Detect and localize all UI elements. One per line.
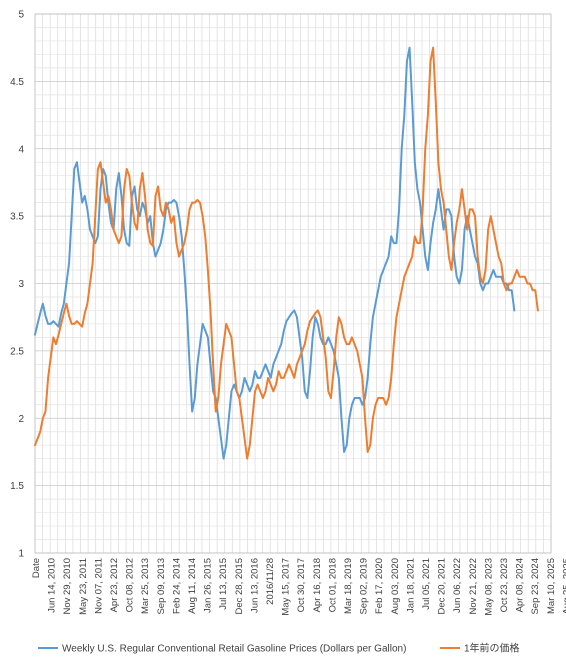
x-tick-label: Date <box>31 558 42 578</box>
x-tick-label: Nov 29, 2010 <box>62 558 73 615</box>
x-tick-label: Jun 14, 2010 <box>47 558 58 613</box>
legend: Weekly U.S. Regular Conventional Retail … <box>38 642 520 655</box>
series-line-2 <box>34 46 539 460</box>
legend-label-series-1: Weekly U.S. Regular Conventional Retail … <box>62 644 406 655</box>
x-tick-label: Oct 01, 2018 <box>327 558 338 612</box>
y-tick-label: 1.5 <box>10 481 24 492</box>
x-tick-label: Jul 13, 2015 <box>218 558 229 610</box>
plot-area-border <box>34 13 552 554</box>
x-tick-label: Feb 17, 2020 <box>374 558 385 614</box>
y-tick-label: 3.5 <box>10 212 24 223</box>
gridlines <box>34 13 552 554</box>
axes: 1 1.5 2 2.5 3 3.5 4 4.5 5 Date Jun 14, 2010 Nov 29,… <box>10 10 566 616</box>
x-tick-label: Sep 23, 2024 <box>530 558 541 615</box>
y-tick-label: 4.5 <box>10 77 24 88</box>
x-tick-label: Jun 06, 2022 <box>452 558 463 613</box>
x-tick-label: Feb 24, 2014 <box>171 558 182 614</box>
x-tick-label: Apr 08, 2024 <box>515 558 526 612</box>
y-tick-label: 4 <box>18 144 24 155</box>
x-tick-label: May 08, 2023 <box>483 558 494 616</box>
x-tick-label: Jan 18, 2021 <box>405 558 416 613</box>
x-tick-label: May 23, 2011 <box>78 558 89 615</box>
series-lines <box>34 46 539 460</box>
x-tick-label: Oct 30, 2017 <box>296 558 307 612</box>
x-tick-label: May 15, 2017 <box>281 558 292 616</box>
x-tick-label: Sep 09, 2013 <box>156 558 167 615</box>
x-tick-label: Apr 23, 2012 <box>109 558 120 612</box>
legend-label-series-2: 1年前の価格 <box>464 642 520 655</box>
x-tick-label: Sep 02, 2019 <box>359 558 370 615</box>
x-tick-label: Dec 28, 2015 <box>234 558 245 615</box>
series-line-1 <box>34 46 516 460</box>
x-tick-label: Jun 13, 2016 <box>249 558 260 613</box>
y-tick-label: 5 <box>18 10 24 21</box>
x-tick-label: Nov 21, 2022 <box>468 558 479 615</box>
y-tick-label: 2.5 <box>10 346 24 357</box>
y-tick-label: 2 <box>18 414 24 425</box>
x-tick-label: Aug 03, 2020 <box>390 558 401 615</box>
x-tick-label: Jul 05, 2021 <box>421 558 432 610</box>
x-tick-label: Jan 26, 2015 <box>203 558 214 613</box>
y-tick-label: 3 <box>18 279 24 290</box>
x-tick-label: Mar 25, 2013 <box>140 558 151 614</box>
x-tick-label: Aug 25, 2025 <box>561 558 566 615</box>
x-tick-label: Mar 18, 2019 <box>343 558 354 614</box>
x-tick-label: Apr 16, 2018 <box>312 558 323 612</box>
x-tick-label: Aug 11, 2014 <box>187 558 198 614</box>
x-tick-label: 2016/11/28 <box>265 558 276 605</box>
x-tick-label: Oct 23, 2023 <box>499 558 510 612</box>
x-tick-label: Mar 10, 2025 <box>546 558 557 614</box>
y-tick-label: 1 <box>18 549 24 560</box>
x-tick-label: Nov 07, 2011 <box>93 558 104 614</box>
x-tick-label: Dec 20, 2021 <box>437 558 448 615</box>
x-tick-label: Oct 08, 2012 <box>125 558 136 612</box>
